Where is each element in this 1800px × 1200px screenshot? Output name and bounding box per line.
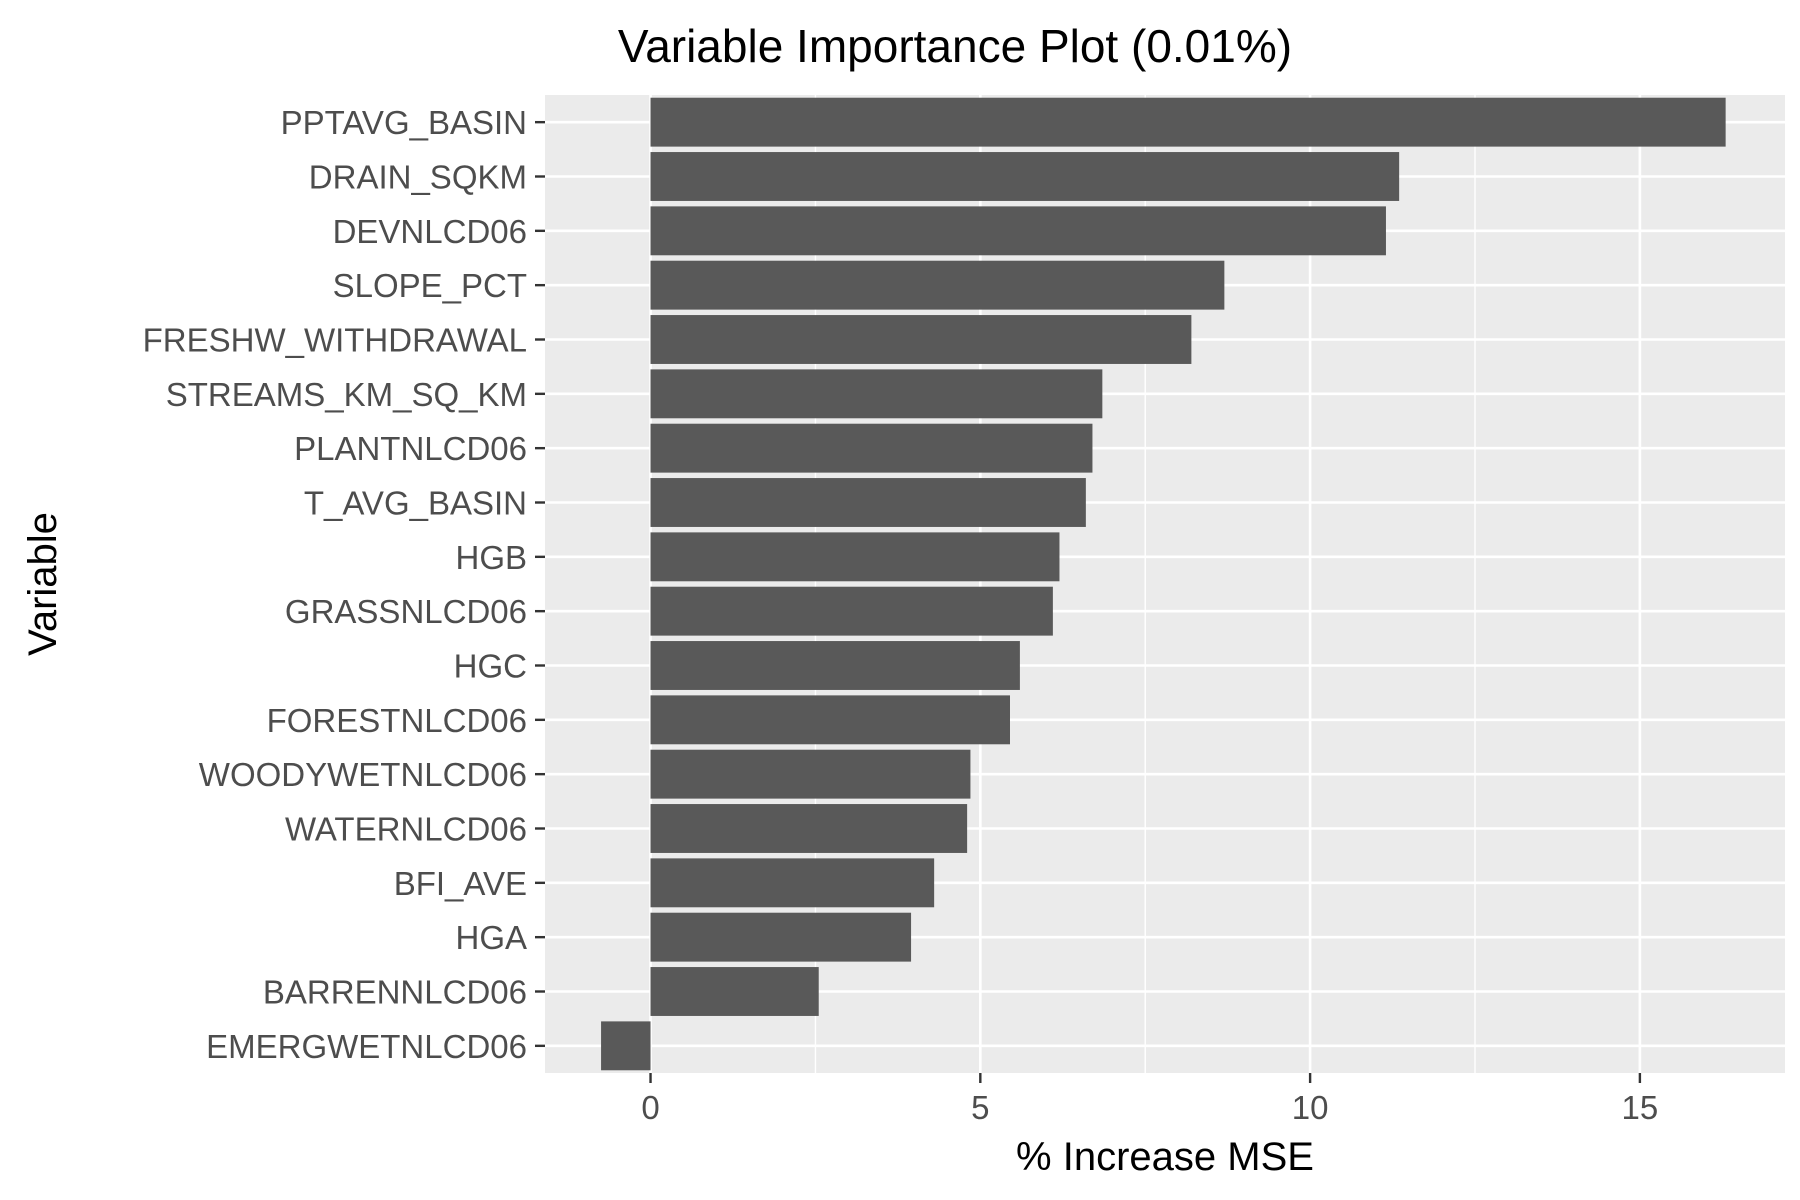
y-tick-label: WATERNLCD06 — [285, 811, 527, 848]
bar-bfi-ave — [650, 858, 935, 908]
y-axis-title: Variable — [21, 512, 65, 656]
y-tick-label: PLANTNLCD06 — [294, 430, 527, 467]
y-tick-label: STREAMS_KM_SQ_KM — [166, 376, 527, 413]
x-axis: 0 5 10 15 — [641, 1073, 1658, 1126]
bar-grassnlcd06 — [650, 586, 1053, 636]
y-tick-label: DEVNLCD06 — [333, 213, 527, 250]
y-tick-label: SLOPE_PCT — [333, 267, 527, 304]
x-tick-label: 10 — [1292, 1089, 1329, 1126]
bar-hgc — [650, 641, 1020, 690]
bar-waternlcd06 — [650, 804, 968, 853]
plot-panel — [545, 95, 1785, 1073]
bar-t-avg-basin — [650, 478, 1086, 527]
x-tick-label: 15 — [1622, 1089, 1659, 1126]
x-tick-label: 5 — [971, 1089, 989, 1126]
y-tick-label: DRAIN_SQKM — [309, 159, 527, 196]
y-tick-label: BFI_AVE — [394, 865, 527, 902]
bar-devnlcd06 — [650, 206, 1386, 256]
y-tick-label: BARRENNLCD06 — [263, 974, 527, 1011]
y-tick-label: HGA — [455, 919, 527, 956]
y-tick-label: HGC — [454, 648, 527, 685]
bar-drain-sqkm — [650, 152, 1400, 201]
bar-woodywetnlcd06 — [650, 749, 971, 799]
x-axis-title: % Increase MSE — [1016, 1135, 1314, 1179]
y-tick-label: FORESTNLCD06 — [267, 702, 527, 739]
bar-streams-km-sq-km — [650, 369, 1103, 419]
y-tick-label: PPTAVG_BASIN — [281, 104, 527, 141]
bar-hgb — [650, 532, 1060, 582]
bars — [601, 97, 1726, 1071]
y-axis: PPTAVG_BASIN DRAIN_SQKM DEVNLCD06 SLOPE_PCT… — [143, 104, 545, 1065]
y-tick-label: HGB — [455, 539, 527, 576]
x-tick-label: 0 — [641, 1089, 659, 1126]
y-tick-label: WOODYWETNLCD06 — [199, 756, 527, 793]
y-tick-label: T_AVG_BASIN — [304, 485, 527, 522]
bar-pptavg-basin — [650, 97, 1726, 147]
bar-freshw-withdrawal — [650, 315, 1192, 364]
bar-slope-pct — [650, 260, 1225, 310]
bar-plantnlcd06 — [650, 423, 1093, 473]
y-tick-label: FRESHW_WITHDRAWAL — [143, 322, 527, 359]
chart-title: Variable Importance Plot (0.01%) — [618, 20, 1292, 72]
y-tick-label: GRASSNLCD06 — [285, 593, 527, 630]
bar-hga — [650, 912, 912, 962]
bar-emergwetnlcd06 — [601, 1021, 651, 1071]
bar-barrennlcd06 — [650, 967, 819, 1016]
y-tick-label: EMERGWETNLCD06 — [206, 1028, 527, 1065]
bar-forestnlcd06 — [650, 695, 1010, 745]
